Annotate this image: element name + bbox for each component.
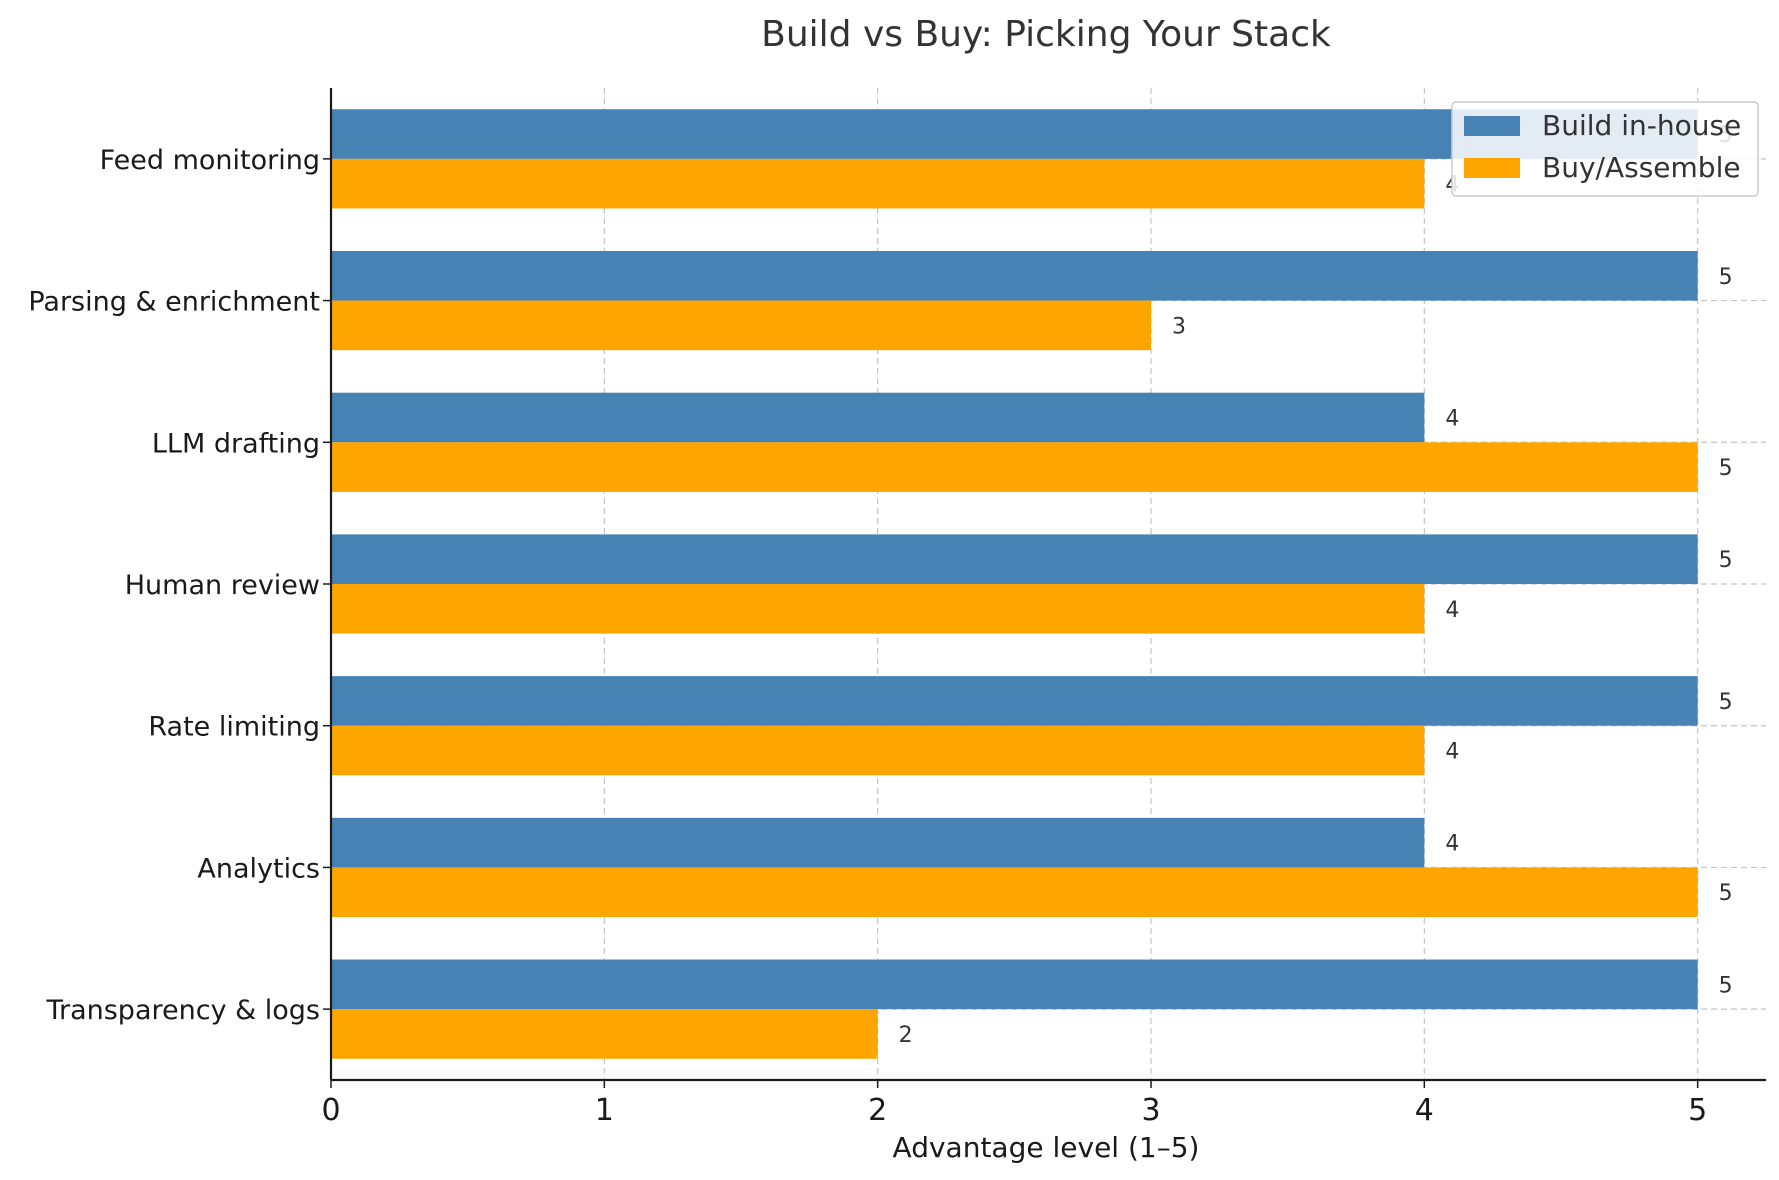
bar bbox=[331, 250, 1698, 301]
data-label: 5 bbox=[1719, 456, 1733, 481]
x-tick-label: 1 bbox=[595, 1093, 614, 1128]
x-tick-labels: 0 1 2 3 4 5 bbox=[321, 1080, 1707, 1128]
data-label: 3 bbox=[1172, 314, 1186, 339]
bar bbox=[331, 725, 1425, 776]
category-label: Human review bbox=[125, 570, 320, 601]
chart-title: Build vs Buy: Picking Your Stack bbox=[761, 14, 1331, 55]
legend-swatch bbox=[1464, 116, 1520, 136]
bars bbox=[331, 109, 1698, 1059]
data-label: 5 bbox=[1719, 881, 1733, 906]
category-labels: Feed monitoring Parsing & enrichment LLM d… bbox=[28, 145, 331, 1026]
bar bbox=[331, 817, 1425, 868]
legend-label: Buy/Assemble bbox=[1542, 151, 1741, 184]
data-label: 5 bbox=[1719, 973, 1733, 998]
data-label: 5 bbox=[1719, 265, 1733, 290]
category-label: Parsing & enrichment bbox=[28, 287, 320, 318]
x-axis-label: Advantage level (1–5) bbox=[893, 1131, 1200, 1164]
data-label: 2 bbox=[899, 1023, 913, 1048]
legend-box bbox=[1451, 101, 1759, 197]
data-label: 4 bbox=[1445, 598, 1459, 623]
x-tick-label: 4 bbox=[1415, 1093, 1434, 1128]
bar bbox=[331, 442, 1698, 492]
category-label: LLM drafting bbox=[152, 428, 320, 459]
bar bbox=[331, 300, 1151, 351]
bar bbox=[331, 158, 1425, 209]
legend: Build in-house Buy/Assemble bbox=[1451, 101, 1759, 197]
bar bbox=[331, 676, 1698, 726]
legend-swatch bbox=[1464, 158, 1520, 178]
data-label: 4 bbox=[1445, 406, 1459, 431]
category-label: Analytics bbox=[197, 853, 320, 884]
bar bbox=[331, 867, 1698, 918]
category-label: Rate limiting bbox=[148, 712, 320, 743]
data-label: 4 bbox=[1445, 740, 1459, 765]
legend-label: Build in-house bbox=[1542, 109, 1741, 142]
bar bbox=[331, 959, 1698, 1010]
category-label: Feed monitoring bbox=[100, 145, 320, 176]
bar bbox=[331, 534, 1698, 584]
data-label: 5 bbox=[1719, 690, 1733, 715]
bar bbox=[331, 392, 1425, 443]
data-label: 5 bbox=[1719, 548, 1733, 573]
x-tick-label: 2 bbox=[868, 1093, 887, 1128]
data-label: 4 bbox=[1445, 832, 1459, 857]
bar bbox=[331, 1009, 878, 1059]
category-label: Transparency & logs bbox=[45, 995, 320, 1026]
x-tick-label: 3 bbox=[1141, 1093, 1160, 1128]
bar bbox=[331, 584, 1425, 634]
x-tick-label: 5 bbox=[1688, 1093, 1707, 1128]
x-tick-label: 0 bbox=[321, 1093, 340, 1128]
